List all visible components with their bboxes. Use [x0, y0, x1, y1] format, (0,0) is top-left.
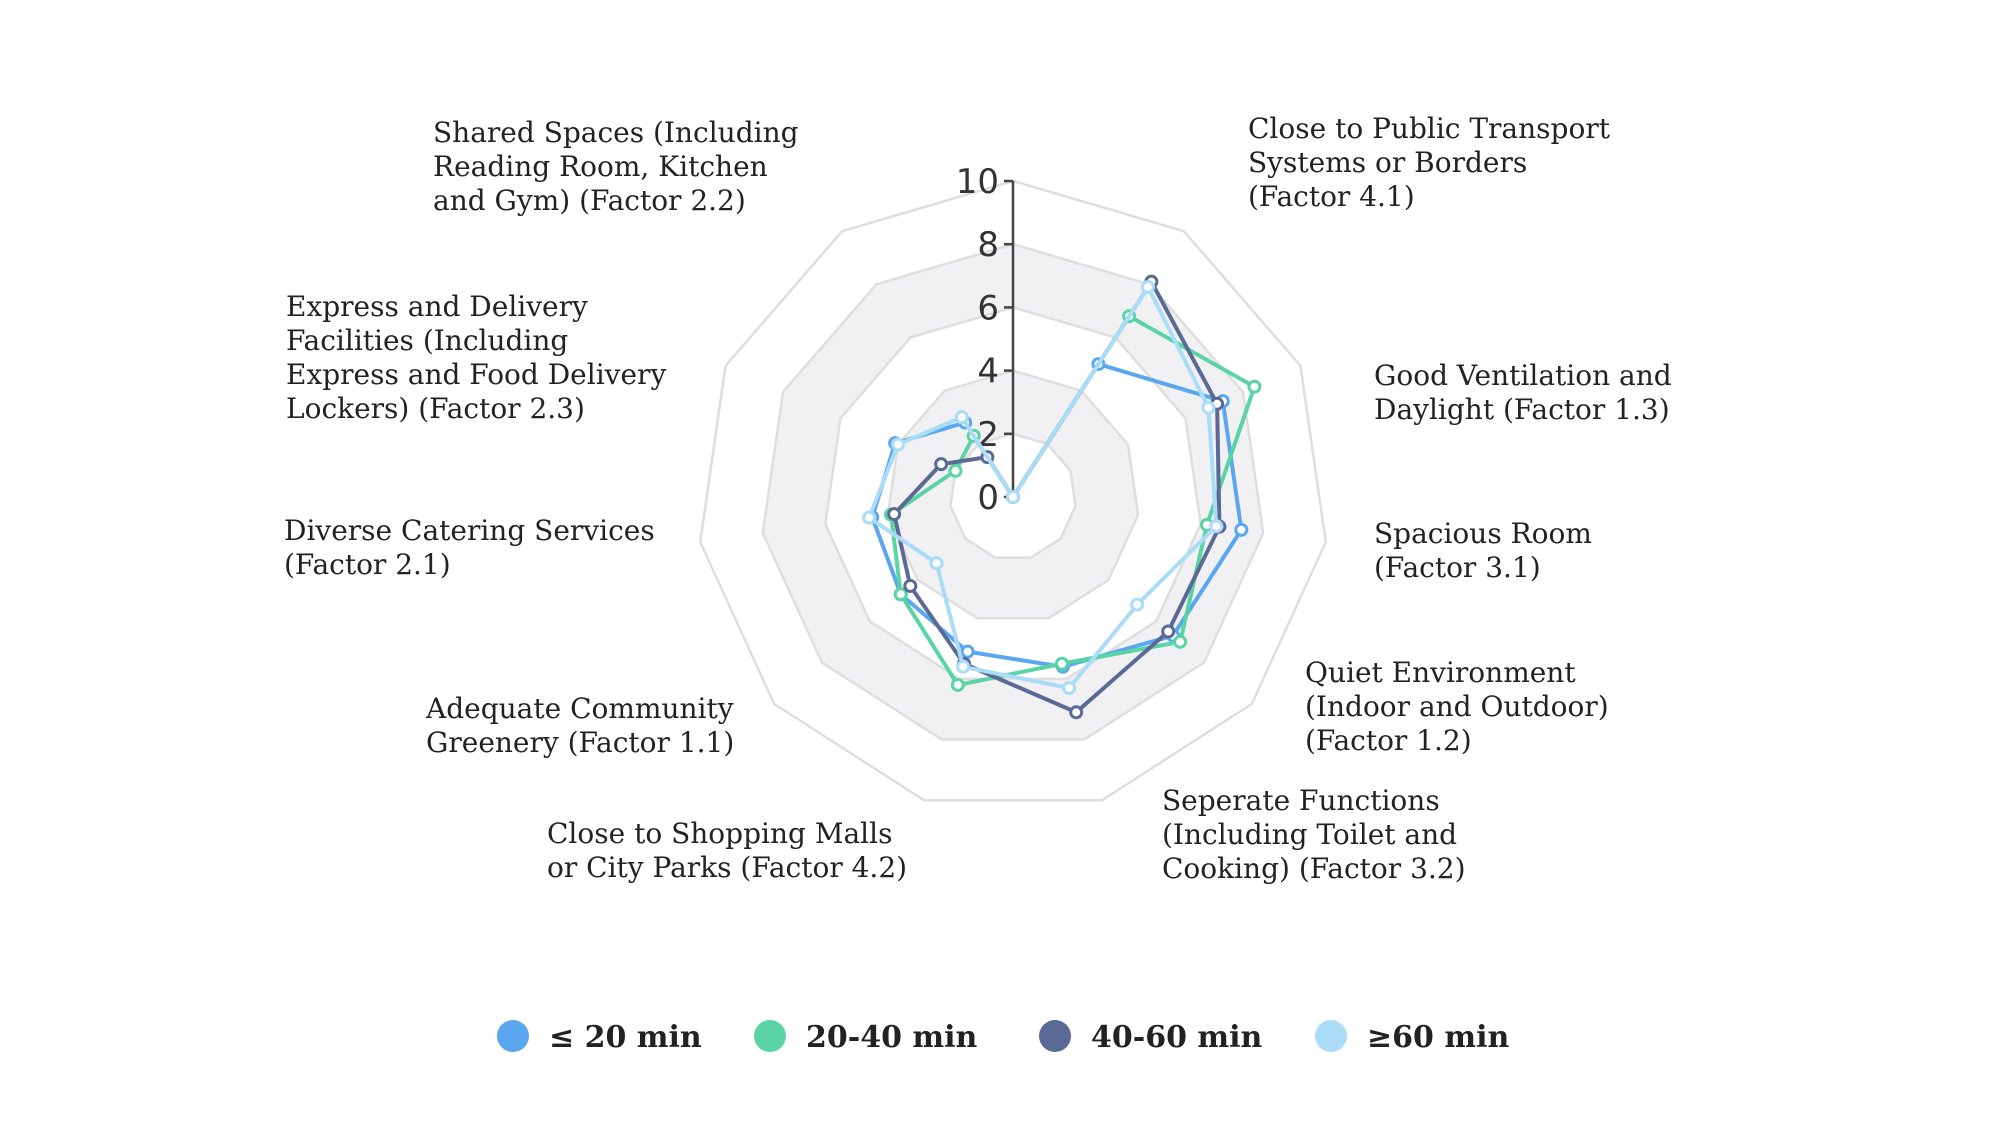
axis-label-line: Seperate Functions — [1162, 784, 1440, 817]
axis-category-label: Quiet Environment (Indoor and Outdoor) (Fa… — [1305, 656, 1609, 757]
data-point[interactable] — [954, 410, 969, 425]
axis-labels: Close to Public Transport Systems or Bord… — [284, 112, 1672, 885]
legend-item[interactable]: ≤ 20 min — [497, 1020, 702, 1055]
legend-swatch — [497, 1020, 529, 1052]
data-point[interactable] — [929, 556, 944, 571]
axis-category-label: Express and Delivery Facilities (Includin… — [286, 290, 666, 425]
legend[interactable]: ≤ 20 min 20-40 min 40-60 min ≥60 min — [497, 1020, 1509, 1055]
axis-label-line: Facilities (Including — [286, 324, 568, 357]
tick-label: 0 — [977, 478, 999, 518]
tick-label: 4 — [977, 352, 999, 392]
axis-label-line: (Factor 1.2) — [1305, 724, 1472, 757]
data-point[interactable] — [1201, 400, 1216, 415]
axis-category-label: Close to Public Transport Systems or Bord… — [1248, 112, 1611, 213]
data-point[interactable] — [1173, 634, 1188, 649]
data-point[interactable] — [1062, 681, 1077, 696]
axis-category-label: Close to Shopping Malls or City Parks (Fa… — [547, 817, 907, 884]
data-point[interactable] — [950, 677, 965, 692]
legend-label: 20-40 min — [806, 1020, 978, 1055]
data-point[interactable] — [887, 507, 902, 522]
data-point[interactable] — [1247, 379, 1262, 394]
data-point[interactable] — [1140, 279, 1155, 294]
axis-label-line: Adequate Community — [425, 692, 734, 725]
data-point[interactable] — [934, 457, 949, 472]
legend-item[interactable]: 40-60 min — [1039, 1020, 1263, 1055]
axis-label-line: and Gym) (Factor 2.2) — [433, 184, 746, 217]
axis-label-line: Lockers) (Factor 2.3) — [286, 392, 585, 425]
axis-label-line: (Including Toilet and — [1162, 818, 1457, 851]
axis-label-line: Close to Public Transport — [1248, 112, 1611, 145]
legend-item[interactable]: 20-40 min — [754, 1020, 978, 1055]
axis-label-line: Cooking) (Factor 3.2) — [1162, 852, 1466, 885]
axis-category-label: Spacious Room (Factor 3.1) — [1374, 517, 1592, 584]
series-line — [892, 279, 1222, 715]
tick-label: 2 — [977, 415, 999, 455]
data-series — [862, 274, 1262, 720]
data-point[interactable] — [862, 510, 877, 525]
axis-category-label: Seperate Functions (Including Toilet and C… — [1162, 784, 1466, 885]
axis-label-line: Diverse Catering Services — [284, 514, 655, 547]
data-point[interactable] — [1069, 705, 1084, 720]
legend-swatch — [754, 1020, 786, 1052]
data-point[interactable] — [1006, 490, 1020, 504]
legend-label: ≥60 min — [1367, 1020, 1509, 1055]
legend-swatch — [1039, 1020, 1071, 1052]
axis-label-line: Express and Delivery — [286, 290, 588, 323]
axis-label-line: Greenery (Factor 1.1) — [426, 726, 734, 759]
data-point[interactable] — [903, 578, 918, 593]
data-point[interactable] — [1234, 522, 1249, 537]
data-point[interactable] — [891, 437, 906, 452]
data-point[interactable] — [1130, 597, 1145, 612]
axis-category-label: Diverse Catering Services (Factor 2.1) — [284, 514, 655, 581]
axis-label-line: (Indoor and Outdoor) — [1305, 690, 1609, 723]
axis-label-line: Good Ventilation and — [1374, 359, 1672, 392]
axis-label-line: (Factor 3.1) — [1374, 551, 1541, 584]
tick-label: 6 — [977, 288, 999, 328]
legend-label: 40-60 min — [1091, 1020, 1263, 1055]
data-point[interactable] — [1161, 624, 1176, 639]
axis-category-label: Good Ventilation and Daylight (Factor 1.3… — [1374, 359, 1672, 426]
axis-category-label: Adequate Community Greenery (Factor 1.1) — [425, 692, 734, 759]
legend-label: ≤ 20 min — [549, 1020, 702, 1055]
tick-label: 10 — [956, 162, 999, 202]
legend-swatch — [1315, 1020, 1347, 1052]
data-point[interactable] — [1054, 656, 1069, 671]
axis-label-line: Quiet Environment — [1305, 656, 1576, 689]
axis-category-label: Shared Spaces (Including Reading Room, Ki… — [433, 116, 799, 217]
data-point[interactable] — [960, 644, 975, 659]
radial-axis: 0 2 4 6 8 10 — [956, 162, 1015, 518]
axis-label-line: Shared Spaces (Including — [433, 116, 799, 149]
data-point[interactable] — [1209, 519, 1224, 534]
axis-label-line: (Factor 4.1) — [1248, 180, 1415, 213]
data-point[interactable] — [893, 587, 908, 602]
legend-item[interactable]: ≥60 min — [1315, 1020, 1509, 1055]
axis-label-line: Close to Shopping Malls — [547, 817, 892, 850]
axis-label-line: Express and Food Delivery — [286, 358, 666, 391]
axis-label-line: Daylight (Factor 1.3) — [1374, 393, 1670, 426]
data-point[interactable] — [956, 659, 971, 674]
series-line — [867, 284, 1219, 691]
axis-label-line: Systems or Borders — [1248, 146, 1527, 179]
series-group — [862, 279, 1224, 696]
tick-label: 8 — [977, 225, 999, 265]
axis-label-line: (Factor 2.1) — [284, 548, 451, 581]
axis-label-line: or City Parks (Factor 4.2) — [547, 851, 907, 884]
axis-label-line: Spacious Room — [1374, 517, 1592, 550]
axis-label-line: Reading Room, Kitchen — [433, 150, 768, 183]
data-point[interactable] — [948, 463, 963, 478]
